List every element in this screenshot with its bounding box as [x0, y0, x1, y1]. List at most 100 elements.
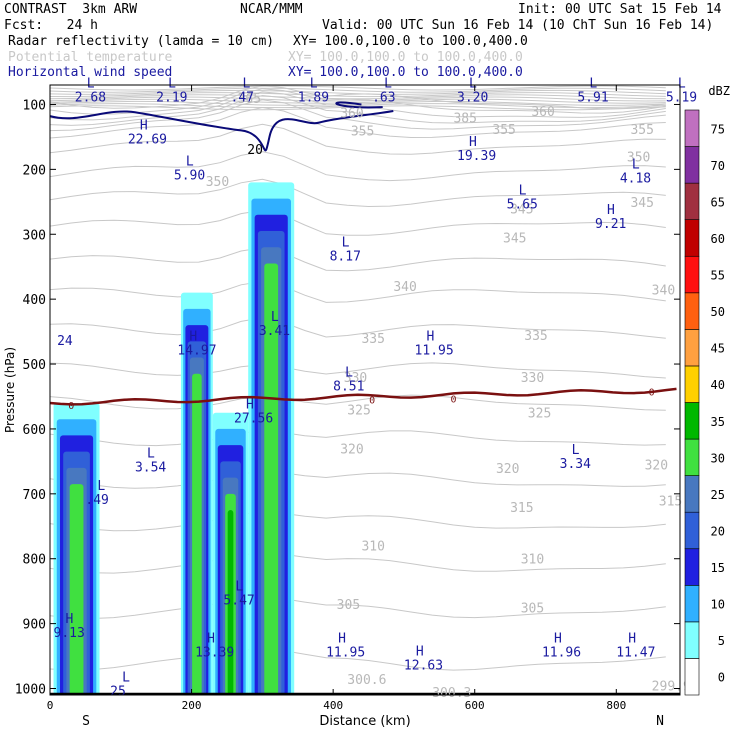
wind-extremum-letter: H — [554, 631, 562, 646]
isentrope-line — [49, 511, 666, 532]
isentrope-label: 340 — [652, 283, 675, 298]
colorbar-level-label: 0 — [718, 671, 725, 685]
wind-speed-contour — [335, 101, 383, 109]
wind-extremum-value: 19.39 — [457, 149, 496, 164]
field-name-wind: Horizontal wind speed — [8, 65, 173, 80]
isentrope-line — [49, 209, 666, 236]
wind-extremum-value: 11.95 — [415, 344, 454, 359]
colorbar-swatch — [684, 365, 700, 403]
isentrope-label: 345 — [503, 232, 526, 247]
isentrope-label: 300.6 — [347, 673, 386, 688]
reflectivity-band — [192, 373, 202, 695]
wind-extremum-letter: H — [469, 135, 477, 150]
wind-extremum-value: 11.95 — [326, 645, 365, 660]
isentrope-line — [49, 178, 666, 208]
colorbar-level-label: 5 — [718, 634, 725, 648]
isentrope-label: 315 — [659, 494, 682, 509]
isentrope-label: 310 — [361, 540, 384, 555]
isentrope-line — [49, 87, 666, 93]
colorbar-swatch — [684, 475, 700, 513]
wind-extremum-letter: L — [97, 479, 105, 494]
wind-extremum-letter: L — [678, 76, 686, 91]
x-end-label-north: N — [656, 714, 664, 729]
field-name-reflectivity: Radar reflectivity (lamda = 10 cm) — [8, 34, 275, 49]
isentrope-label: 300.3 — [432, 686, 471, 701]
wind-extremum-value: 9.21 — [595, 217, 626, 232]
y-tick-label: 300 — [23, 228, 46, 243]
wind-extremum-letter: H — [416, 644, 424, 659]
wind-extremum-letter: H — [207, 631, 215, 646]
experiment-label: CONTRAST 3km ARW — [4, 2, 138, 17]
isentrope-label: 299.9 — [652, 679, 691, 694]
x-tick-label: 800 — [606, 699, 626, 712]
colorbar-level-label: 60 — [711, 232, 725, 246]
colorbar-swatch — [684, 402, 700, 440]
wind-contour-label: 20 — [247, 143, 263, 158]
wind-extremum-letter: H — [140, 119, 148, 134]
wind-extremum-value: 22.69 — [128, 133, 167, 148]
wind-extremum-letter: H — [246, 398, 254, 413]
x-end-label-south: S — [82, 714, 90, 729]
isentrope-line — [49, 89, 666, 95]
isentrope-label: 340 — [393, 280, 416, 295]
y-tick-label: 600 — [23, 423, 46, 438]
isentrope-label: 320 — [496, 462, 519, 477]
colorbar-swatch — [684, 109, 700, 147]
isentrope-label: 310 — [521, 553, 544, 568]
zero-isotherm — [49, 387, 677, 406]
isentrope-line — [49, 596, 666, 620]
zero-line-label: 0 — [649, 387, 655, 398]
isentrope-line — [49, 470, 666, 489]
wind-extremum-letter: L — [384, 76, 392, 91]
isentrope-label: 345 — [630, 196, 653, 211]
wind-extremum-letter: L — [572, 443, 580, 458]
isentrope-line — [49, 552, 666, 574]
isentrope-label: 355 — [630, 123, 653, 138]
x-tick-label: 200 — [182, 699, 202, 712]
wind-speed-contour — [49, 109, 394, 152]
isentrope-label: 325 — [347, 403, 370, 418]
wind-extremum-value: 24 — [57, 334, 73, 349]
reflectivity-band — [264, 263, 279, 695]
wind-extremum-letter: L — [271, 310, 279, 325]
y-tick-label: 1000 — [15, 683, 46, 698]
y-axis-label: Pressure (hPa) — [3, 347, 17, 433]
field-name-theta: Potential temperature — [8, 50, 173, 65]
isentrope-label: 360 — [340, 106, 363, 121]
wind-extremum-letter: L — [519, 184, 527, 199]
wind-extremum-value: 8.17 — [330, 249, 361, 264]
x-tick-label: 0 — [47, 699, 54, 712]
colorbar-swatch — [684, 219, 700, 257]
colorbar-level-label: 45 — [711, 342, 725, 356]
wind-extremum-letter: L — [87, 76, 95, 91]
zero-line-label: 0 — [369, 396, 375, 407]
colorbar-level-label: 10 — [711, 598, 725, 612]
isentrope-label: 305 — [337, 598, 360, 613]
wind-extremum-letter: H — [189, 330, 197, 345]
field-xy-theta: XY= 100.0,100.0 to 100.0,400.0 — [288, 50, 523, 65]
wind-extremum-letter: H — [628, 631, 636, 646]
colorbar-swatch — [684, 292, 700, 330]
isentrope-label: 345 — [510, 202, 533, 217]
wind-extremum-letter: L — [186, 154, 194, 169]
x-axis-label: Distance (km) — [319, 714, 410, 729]
isentrope-line — [49, 103, 666, 109]
field-xy-wind: XY= 100.0,100.0 to 100.0,400.0 — [288, 65, 523, 80]
y-tick-label: 100 — [23, 98, 46, 113]
colorbar-swatch — [684, 329, 700, 367]
isentrope-line — [49, 280, 666, 303]
wind-extremum-letter: L — [122, 670, 130, 685]
isentrope-label: 315 — [510, 501, 533, 516]
x-tick-label: 600 — [465, 699, 485, 712]
wind-extremum-value: 3.20 — [457, 90, 488, 105]
wind-extremum-value: 14.97 — [177, 344, 216, 359]
wind-extremum-value: 1.89 — [298, 90, 329, 105]
isentrope-label: 355 — [351, 124, 374, 139]
isentrope-line — [49, 96, 666, 102]
wind-extremum-value: 5.19 — [666, 90, 697, 105]
colorbar-level-label: 35 — [711, 415, 725, 429]
wind-extremum-letter: L — [342, 235, 350, 250]
colorbar-swatch — [684, 658, 700, 696]
isentrope-label: 335 — [524, 329, 547, 344]
wind-extremum-value: 2.68 — [75, 90, 106, 105]
